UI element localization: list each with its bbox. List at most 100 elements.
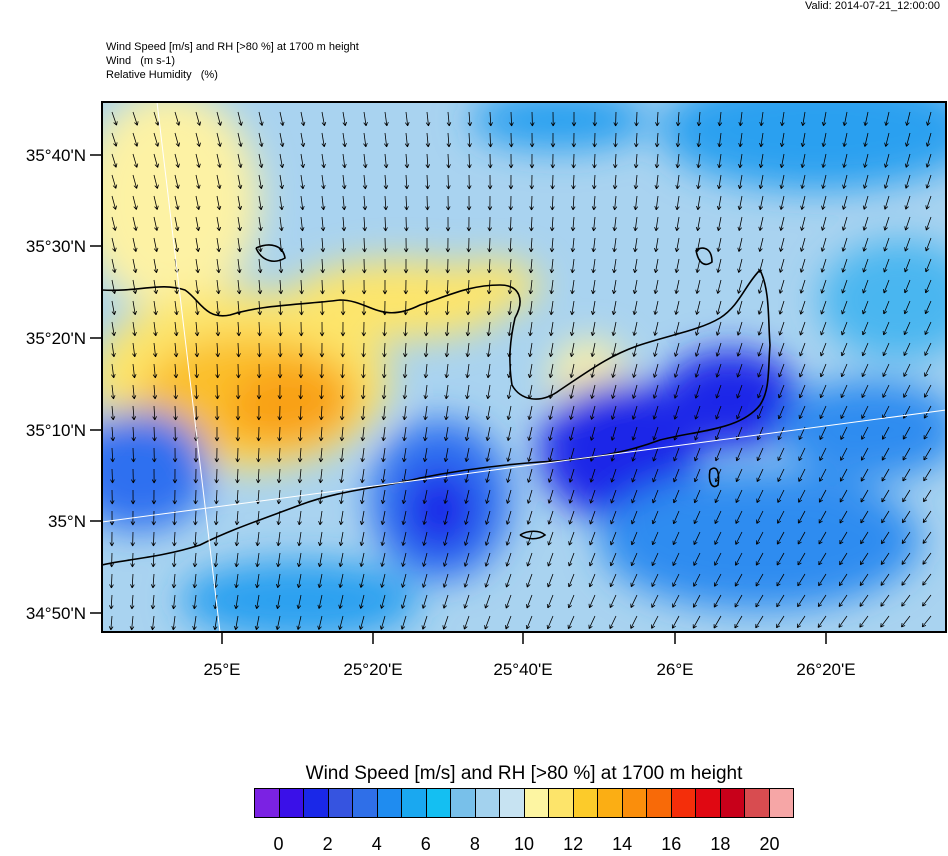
wind-arrow: [882, 321, 890, 336]
wind-arrow: [570, 216, 576, 232]
wind-arrow: [235, 426, 241, 442]
wind-arrow: [171, 552, 177, 568]
wind-arrow: [631, 426, 638, 441]
wind-arrow: [588, 594, 596, 609]
wind-arrow: [130, 531, 135, 547]
wind-arrow: [425, 132, 431, 148]
wind-arrow: [672, 594, 680, 608]
wind-arrow: [859, 573, 869, 586]
wind-arrow: [840, 384, 848, 399]
wind-arrow: [633, 195, 639, 211]
wind-arrow: [692, 594, 701, 608]
wind-arrow: [466, 258, 471, 274]
wind-arrow: [799, 237, 806, 252]
wind-arrow: [693, 489, 701, 504]
wind-arrow: [861, 342, 869, 357]
wind-arrow: [696, 153, 701, 169]
wind-arrow: [233, 615, 239, 631]
wind-vectors: [108, 111, 932, 631]
wind-arrow: [445, 216, 451, 232]
wind-arrow: [131, 426, 136, 442]
wind-arrow: [151, 510, 156, 526]
wind-arrow: [613, 153, 618, 169]
wind-arrow: [633, 216, 638, 232]
wind-arrow: [279, 195, 284, 211]
wind-arrow: [152, 342, 158, 358]
wind-arrow: [820, 300, 827, 315]
wind-arrow: [884, 111, 890, 126]
wind-arrow: [716, 216, 722, 231]
wind-arrow: [276, 552, 281, 568]
wind-arrow: [925, 174, 932, 189]
wind-arrow: [320, 195, 326, 211]
wind-arrow: [527, 426, 533, 441]
wind-arrow: [611, 363, 617, 378]
wind-arrow: [298, 426, 303, 442]
wind-arrow: [446, 174, 451, 190]
wind-arrow: [467, 111, 473, 127]
wind-arrow: [341, 174, 347, 190]
wind-arrow: [401, 573, 407, 588]
wind-arrow: [880, 573, 890, 586]
wind-arrow: [277, 405, 282, 421]
wind-arrow: [195, 111, 202, 126]
colorbar-swatch: [475, 789, 500, 817]
wind-arrow: [359, 573, 365, 588]
wind-arrow: [318, 489, 323, 505]
wind-arrow: [174, 174, 180, 189]
wind-arrow: [589, 531, 596, 546]
wind-arrow: [213, 552, 219, 568]
wind-arrow: [863, 153, 869, 168]
wind-arrow: [298, 384, 303, 400]
wind-arrow: [300, 111, 306, 126]
wind-arrow: [425, 153, 431, 169]
wind-arrow: [818, 510, 827, 524]
wind-arrow: [256, 468, 261, 484]
wind-arrow: [735, 552, 743, 566]
wind-arrow: [442, 573, 449, 588]
wind-arrow: [237, 258, 242, 274]
wind-arrow: [256, 384, 262, 400]
wind-arrow: [383, 174, 389, 190]
wind-arrow: [153, 153, 160, 168]
wind-arrow: [362, 153, 368, 169]
wind-arrow: [526, 489, 533, 504]
wind-arrow: [338, 594, 344, 609]
wind-arrow: [131, 405, 137, 421]
wind-arrow: [902, 426, 911, 440]
wind-arrow: [632, 279, 638, 295]
wind-arrow: [611, 384, 617, 399]
wind-arrow: [173, 342, 179, 358]
wind-arrow: [634, 132, 639, 148]
wind-arrow: [842, 111, 848, 126]
wind-arrow: [153, 321, 158, 337]
wind-arrow: [319, 384, 324, 400]
wind-arrow: [862, 300, 869, 315]
wind-arrow: [424, 321, 429, 337]
wind-arrow: [192, 531, 198, 547]
wind-arrow: [736, 342, 743, 357]
wind-arrow: [758, 216, 764, 231]
wind-arrow: [486, 384, 491, 400]
wind-arrow: [859, 552, 869, 566]
colorbar-swatch: [549, 789, 574, 817]
wind-arrow: [738, 111, 743, 127]
wind-arrow: [360, 447, 365, 463]
wind-arrow: [215, 321, 221, 337]
wind-arrow: [195, 216, 201, 232]
wind-arrow: [549, 321, 554, 337]
wind-arrow: [589, 468, 596, 483]
wind-arrow: [442, 615, 449, 630]
wind-arrow: [776, 615, 785, 629]
wind-arrow: [902, 510, 911, 524]
wind-arrow: [506, 468, 512, 483]
wind-arrow: [738, 132, 743, 148]
wind-arrow: [172, 447, 178, 463]
wind-arrow: [716, 258, 722, 273]
wind-arrow: [485, 468, 491, 483]
wind-arrow: [463, 531, 470, 546]
wind-arrow: [195, 237, 201, 253]
wind-arrow: [672, 489, 680, 504]
wind-arrow: [841, 195, 848, 210]
colorbar-swatch: [426, 789, 451, 817]
